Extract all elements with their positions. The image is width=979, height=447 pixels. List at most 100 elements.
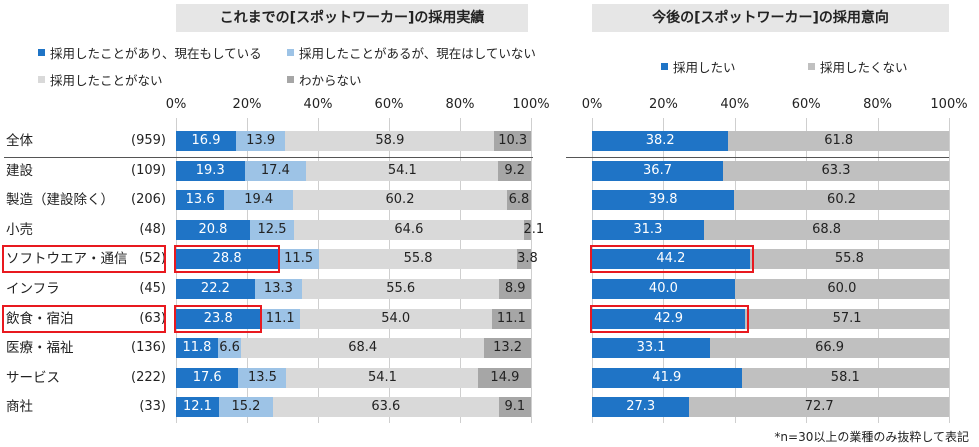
bar-segment: 23.8 (176, 308, 261, 329)
bar-segment: 63.6 (272, 397, 499, 418)
legend-item: 採用したことがあり、現在もしている (38, 43, 262, 62)
bar-segment: 33.1 (592, 338, 711, 359)
bar-segment: 72.7 (689, 397, 949, 418)
x-tick-label: 0% (581, 97, 603, 112)
bar-segment: 55.6 (302, 279, 500, 299)
gridline (460, 118, 461, 423)
bar-segment: 38.2 (592, 131, 729, 151)
bar-segment: 58.1 (741, 367, 949, 388)
gridline (877, 118, 879, 423)
legend-swatch (287, 49, 294, 56)
bar-segment: 40.0 (592, 279, 735, 299)
legend-swatch (661, 63, 668, 70)
legend-item: 採用したことがあるが、現在はしていない (287, 43, 536, 62)
bar-segment: 17.6 (176, 367, 239, 388)
category-label: サービス (6, 369, 60, 386)
footnote: *n=30以上の業種のみ抜粋して表記 (774, 430, 969, 444)
sample-size-label: (45) (139, 281, 166, 296)
legend-label: 採用したい (673, 60, 736, 75)
x-tick-label: 0% (165, 97, 187, 112)
sample-size-label: (109) (131, 162, 166, 178)
bar-segment: 12.1 (176, 397, 219, 418)
category-label: 製造（建設除く） (6, 192, 114, 209)
bar-segment: 8.9 (499, 279, 531, 299)
bar-segment: 31.3 (592, 219, 704, 240)
highlight-box (174, 304, 263, 333)
bar-segment: 9.1 (498, 397, 531, 418)
bar-segment: 44.2 (592, 249, 750, 270)
category-label: 医療・福祉 (6, 340, 74, 357)
sample-size-label: (63) (139, 310, 166, 326)
gridline (318, 118, 319, 423)
gridline (389, 118, 390, 423)
bar-segment: 22.2 (176, 279, 255, 299)
bar-segment: 13.2 (484, 338, 531, 359)
bar-segment: 57.1 (745, 308, 949, 329)
x-tick-label: 100% (512, 97, 550, 112)
legend-label: わからない (299, 73, 362, 88)
legend-item: 採用したくない (808, 57, 908, 76)
bar-segment: 19.3 (176, 160, 245, 181)
legend-label: 採用したことがあり、現在もしている (50, 46, 262, 61)
bar-segment: 28.8 (176, 249, 279, 270)
bar-segment: 15.2 (218, 397, 273, 418)
bar-segment: 17.4 (244, 160, 307, 181)
right-chart-title: 今後の[スポットワーカー]の採用意向 (592, 4, 949, 32)
legend-label: 採用したことがあるが、現在はしていない (299, 46, 536, 61)
bar-segment: 54.0 (299, 308, 492, 329)
bar-segment: 14.9 (478, 367, 532, 388)
bar-segment: 11.1 (491, 308, 531, 329)
legend-label: 採用したくない (820, 60, 908, 75)
highlight-box (174, 245, 281, 274)
bar-segment: 54.1 (286, 367, 479, 388)
bar-segment: 66.9 (710, 338, 949, 359)
category-label: 建設 (6, 162, 33, 179)
sample-size-label: (206) (131, 192, 166, 208)
legend-item: 採用したい (661, 57, 736, 76)
x-tick-label: 40% (720, 97, 750, 112)
bar-segment: 61.8 (728, 131, 949, 151)
bar-segment: 13.3 (254, 279, 302, 299)
x-tick-label: 80% (863, 97, 893, 112)
bar-segment: 55.8 (319, 249, 518, 270)
bar-segment: 13.6 (176, 190, 225, 211)
legend-swatch (38, 76, 45, 83)
bar-segment: 11.5 (278, 249, 320, 270)
bar-segment: 42.9 (592, 308, 746, 329)
bar-segment: 9.2 (498, 160, 531, 181)
separator-line (566, 156, 949, 158)
bar-segment: 68.8 (703, 219, 950, 240)
left-chart-title: これまでの[スポットワーカー]の採用実績 (176, 4, 528, 32)
highlight-box (590, 304, 750, 333)
bar-segment: 60.0 (734, 279, 949, 299)
bar-segment: 11.1 (260, 308, 300, 329)
legend-swatch (808, 63, 815, 70)
legend-item: 採用したことがない (38, 70, 163, 89)
bar-segment: 63.3 (723, 160, 949, 181)
x-tick-label: 60% (374, 97, 404, 112)
bar-segment: 2.1 (523, 219, 544, 240)
separator-line (4, 156, 533, 158)
category-label: インフラ (6, 281, 60, 297)
x-tick-label: 100% (930, 97, 968, 112)
bar-segment: 55.8 (749, 249, 949, 270)
category-label: ソフトウエア・通信 (6, 251, 128, 268)
bar-segment: 27.3 (592, 397, 690, 418)
sample-size-label: (48) (139, 221, 166, 237)
bar-segment: 6.8 (506, 190, 531, 211)
bar-segment: 58.9 (285, 131, 495, 151)
gridline (663, 118, 665, 423)
sample-size-label: (136) (131, 340, 166, 356)
bar-segment: 20.8 (176, 219, 250, 240)
legend-label: 採用したことがない (50, 73, 163, 88)
gridline (247, 118, 248, 423)
bar-segment: 19.4 (224, 190, 294, 211)
x-tick-label: 80% (445, 97, 475, 112)
highlight-box (2, 245, 166, 274)
sample-size-label: (52) (139, 251, 166, 267)
bar-segment: 64.6 (294, 219, 524, 240)
gridline (949, 118, 950, 423)
bar-segment: 13.9 (235, 131, 286, 151)
bar-segment: 6.6 (217, 338, 242, 359)
bar-segment: 3.8 (517, 249, 538, 270)
